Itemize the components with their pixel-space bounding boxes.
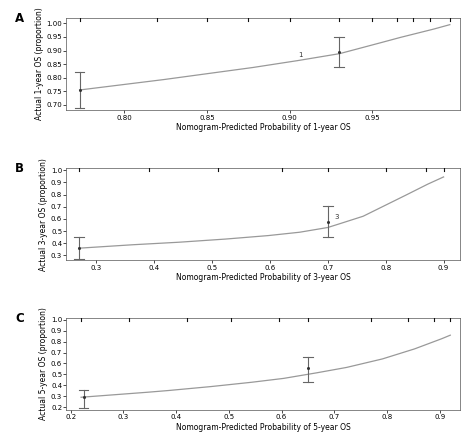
Text: C: C bbox=[15, 312, 24, 325]
X-axis label: Nomogram-Predicted Probability of 5-year OS: Nomogram-Predicted Probability of 5-year… bbox=[176, 423, 350, 432]
Text: B: B bbox=[15, 162, 24, 175]
Text: 3: 3 bbox=[335, 214, 339, 220]
Text: 1: 1 bbox=[298, 52, 302, 58]
X-axis label: Nomogram-Predicted Probability of 3-year OS: Nomogram-Predicted Probability of 3-year… bbox=[176, 273, 350, 282]
Y-axis label: Actual 5-year OS (proportion): Actual 5-year OS (proportion) bbox=[39, 308, 48, 421]
X-axis label: Nomogram-Predicted Probability of 1-year OS: Nomogram-Predicted Probability of 1-year… bbox=[176, 124, 350, 132]
Text: A: A bbox=[15, 12, 24, 25]
Y-axis label: Actual 1-year OS (proportion): Actual 1-year OS (proportion) bbox=[35, 8, 44, 120]
Y-axis label: Actual 3-year OS (proportion): Actual 3-year OS (proportion) bbox=[39, 157, 48, 271]
